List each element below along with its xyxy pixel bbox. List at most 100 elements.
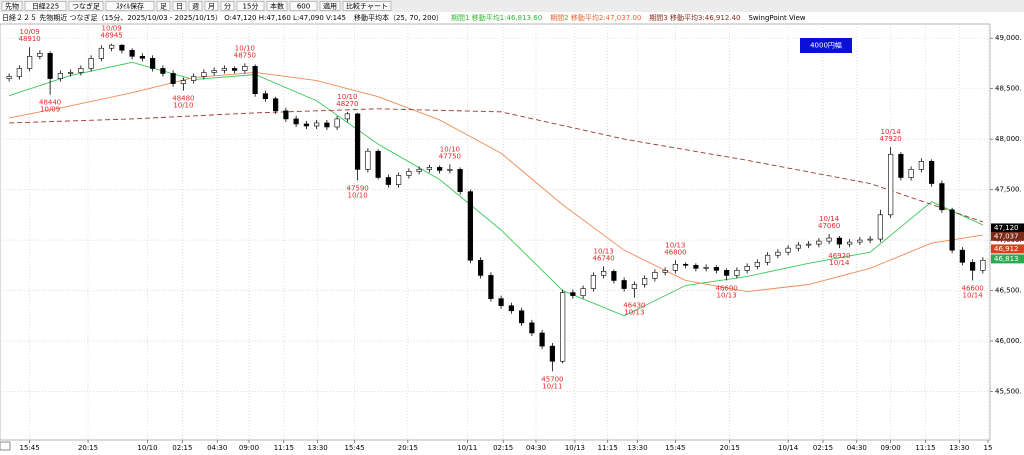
y-tick-label: 48,500. [995, 85, 1022, 93]
toolbar-label[interactable]: 分 [224, 2, 231, 11]
y-tick-label: 49,000. [995, 34, 1022, 42]
candle-body [734, 270, 740, 276]
x-tick-label: 20:15 [398, 444, 418, 452]
swing-value: 48270 [336, 100, 358, 108]
swing-date: 10/10 [173, 102, 193, 110]
candle-body [826, 237, 832, 242]
toolbar-label[interactable]: 日経225 [32, 2, 59, 11]
candle-body [27, 56, 33, 69]
toolbar-label[interactable]: 適用 [323, 2, 337, 11]
swing-value: 46430 [623, 302, 645, 310]
swing-date: 10/14 [829, 259, 850, 267]
x-tick-label: 04:30 [526, 444, 546, 452]
toolbar-button[interactable] [319, 1, 341, 11]
candle-body [713, 267, 719, 271]
candle-body [16, 68, 22, 77]
swing-date: 10/10 [235, 44, 255, 52]
candle-body [262, 93, 268, 100]
candle-body [242, 66, 248, 71]
toolbar-button[interactable] [172, 1, 187, 11]
x-tick-label: 04:30 [207, 444, 227, 452]
candle-body [867, 238, 873, 241]
toolbar-label[interactable]: 月 [208, 3, 215, 11]
candle-body [795, 244, 801, 249]
candle-body [908, 169, 914, 178]
x-tick-label: 11:15 [598, 444, 618, 452]
y-tick-label: 46,000. [995, 337, 1022, 345]
swing-value: 46800 [664, 248, 686, 256]
candle-body [324, 122, 330, 128]
candle-body [344, 113, 350, 120]
swing-value: 46600 [961, 284, 983, 292]
toolbar-button[interactable] [105, 1, 155, 11]
candle-body [109, 44, 115, 49]
range-badge [800, 38, 852, 53]
toolbar-button[interactable] [24, 1, 67, 11]
toolbar-label[interactable]: 600 [297, 3, 310, 11]
candle-body [283, 110, 289, 120]
candle-body [683, 264, 689, 266]
swing-value: 46600 [715, 284, 737, 292]
candle-body [508, 305, 514, 312]
candle-body [847, 241, 853, 245]
toolbar-label[interactable]: 15分 [243, 2, 259, 11]
candle-body [631, 284, 637, 289]
toolbar-label[interactable]: 週 [192, 2, 199, 11]
x-tick-label: 13:30 [949, 444, 969, 452]
candle-body [416, 169, 422, 172]
toolbar-button[interactable] [204, 1, 219, 11]
candle-body [57, 73, 63, 79]
candle-body [232, 68, 238, 71]
candle-body [170, 73, 176, 84]
toolbar-button[interactable] [68, 1, 104, 11]
candle-body [529, 322, 535, 334]
swing-value: 47750 [439, 152, 461, 160]
candle-body [939, 183, 945, 211]
price-box-label: 47,120 [994, 224, 1019, 232]
candle-body [201, 72, 207, 77]
price-box-label: 47,037 [994, 232, 1019, 240]
candle-body [806, 243, 812, 246]
candle-body [744, 266, 750, 271]
toolbar-label[interactable]: ｽﾀｲﾙ保存 [116, 2, 144, 11]
candle-body [375, 150, 381, 178]
swing-value: 48910 [18, 35, 40, 43]
toolbar-label[interactable]: 比較チャート [346, 2, 388, 11]
x-tick-label: 15:45 [344, 444, 364, 452]
toolbar-label[interactable]: 本数 [270, 2, 284, 11]
toolbar-button[interactable] [188, 1, 203, 11]
toolbar-button[interactable] [220, 1, 235, 11]
toolbar-label[interactable]: 足 [160, 3, 167, 11]
x-tick-label: 10/11 [457, 444, 477, 452]
swing-value: 47920 [879, 135, 901, 143]
price-box [991, 254, 1024, 264]
toolbar-button[interactable] [342, 1, 392, 11]
toolbar-label[interactable]: つなぎ足 [72, 2, 100, 11]
x-tick-label: 10/14 [778, 444, 799, 452]
candle-body [488, 275, 494, 299]
x-tick-label: 20:15 [720, 444, 740, 452]
candle-body [785, 247, 791, 253]
candle-body [221, 68, 227, 71]
toolbar-label[interactable]: 日 [176, 3, 183, 11]
scroll-box[interactable] [0, 441, 11, 451]
swing-value: 47590 [346, 185, 368, 193]
swing-date: 10/09 [102, 25, 122, 33]
toolbar-button[interactable] [236, 1, 265, 11]
swing-date: 10/11 [542, 382, 562, 390]
candle-body [980, 259, 986, 271]
candle-body [662, 270, 668, 273]
candle-body [88, 58, 94, 69]
toolbar-label[interactable]: 先物 [5, 2, 19, 11]
candle-body [498, 298, 504, 307]
price-box [991, 244, 1024, 254]
x-tick-label: 11:15 [915, 444, 935, 452]
toolbar-button[interactable] [156, 1, 171, 11]
candle-body [139, 56, 145, 59]
toolbar-button[interactable] [289, 1, 318, 11]
candle-body [129, 49, 135, 57]
toolbar-button[interactable] [1, 1, 23, 11]
candle-body [180, 80, 186, 84]
toolbar-button[interactable] [266, 1, 288, 11]
x-tick-label: 20:15 [78, 444, 98, 452]
